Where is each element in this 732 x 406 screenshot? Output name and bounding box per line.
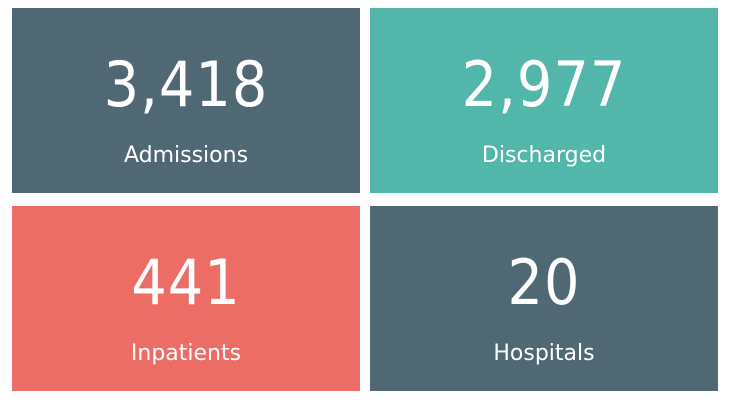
kpi-value: 441 [131, 246, 241, 319]
kpi-label: Discharged [481, 143, 607, 168]
kpi-card: 20 Hospitals [370, 206, 718, 391]
kpi-label: Admissions [123, 143, 249, 168]
kpi-value: 20 [507, 246, 581, 319]
kpi-card: 3,418 Admissions [12, 8, 360, 193]
kpi-label: Inpatients [130, 341, 242, 366]
kpi-card: 2,977 Discharged [370, 8, 718, 193]
kpi-value: 2,977 [461, 48, 627, 121]
kpi-value: 3,418 [103, 48, 269, 121]
kpi-card: 441 Inpatients [12, 206, 360, 391]
kpi-label: Hospitals [493, 341, 595, 366]
